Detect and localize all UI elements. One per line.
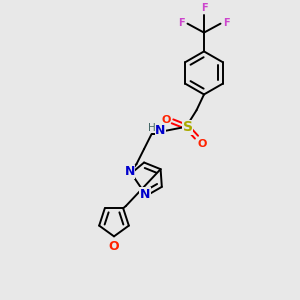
Text: S: S bbox=[182, 120, 193, 134]
Text: O: O bbox=[109, 240, 119, 253]
Text: N: N bbox=[155, 124, 166, 137]
Text: N: N bbox=[124, 165, 135, 178]
Text: H: H bbox=[148, 123, 155, 133]
Text: O: O bbox=[162, 115, 171, 125]
Text: N: N bbox=[140, 188, 150, 201]
Text: F: F bbox=[223, 18, 230, 28]
Text: F: F bbox=[178, 18, 185, 28]
Text: F: F bbox=[201, 3, 207, 13]
Text: O: O bbox=[197, 139, 207, 149]
